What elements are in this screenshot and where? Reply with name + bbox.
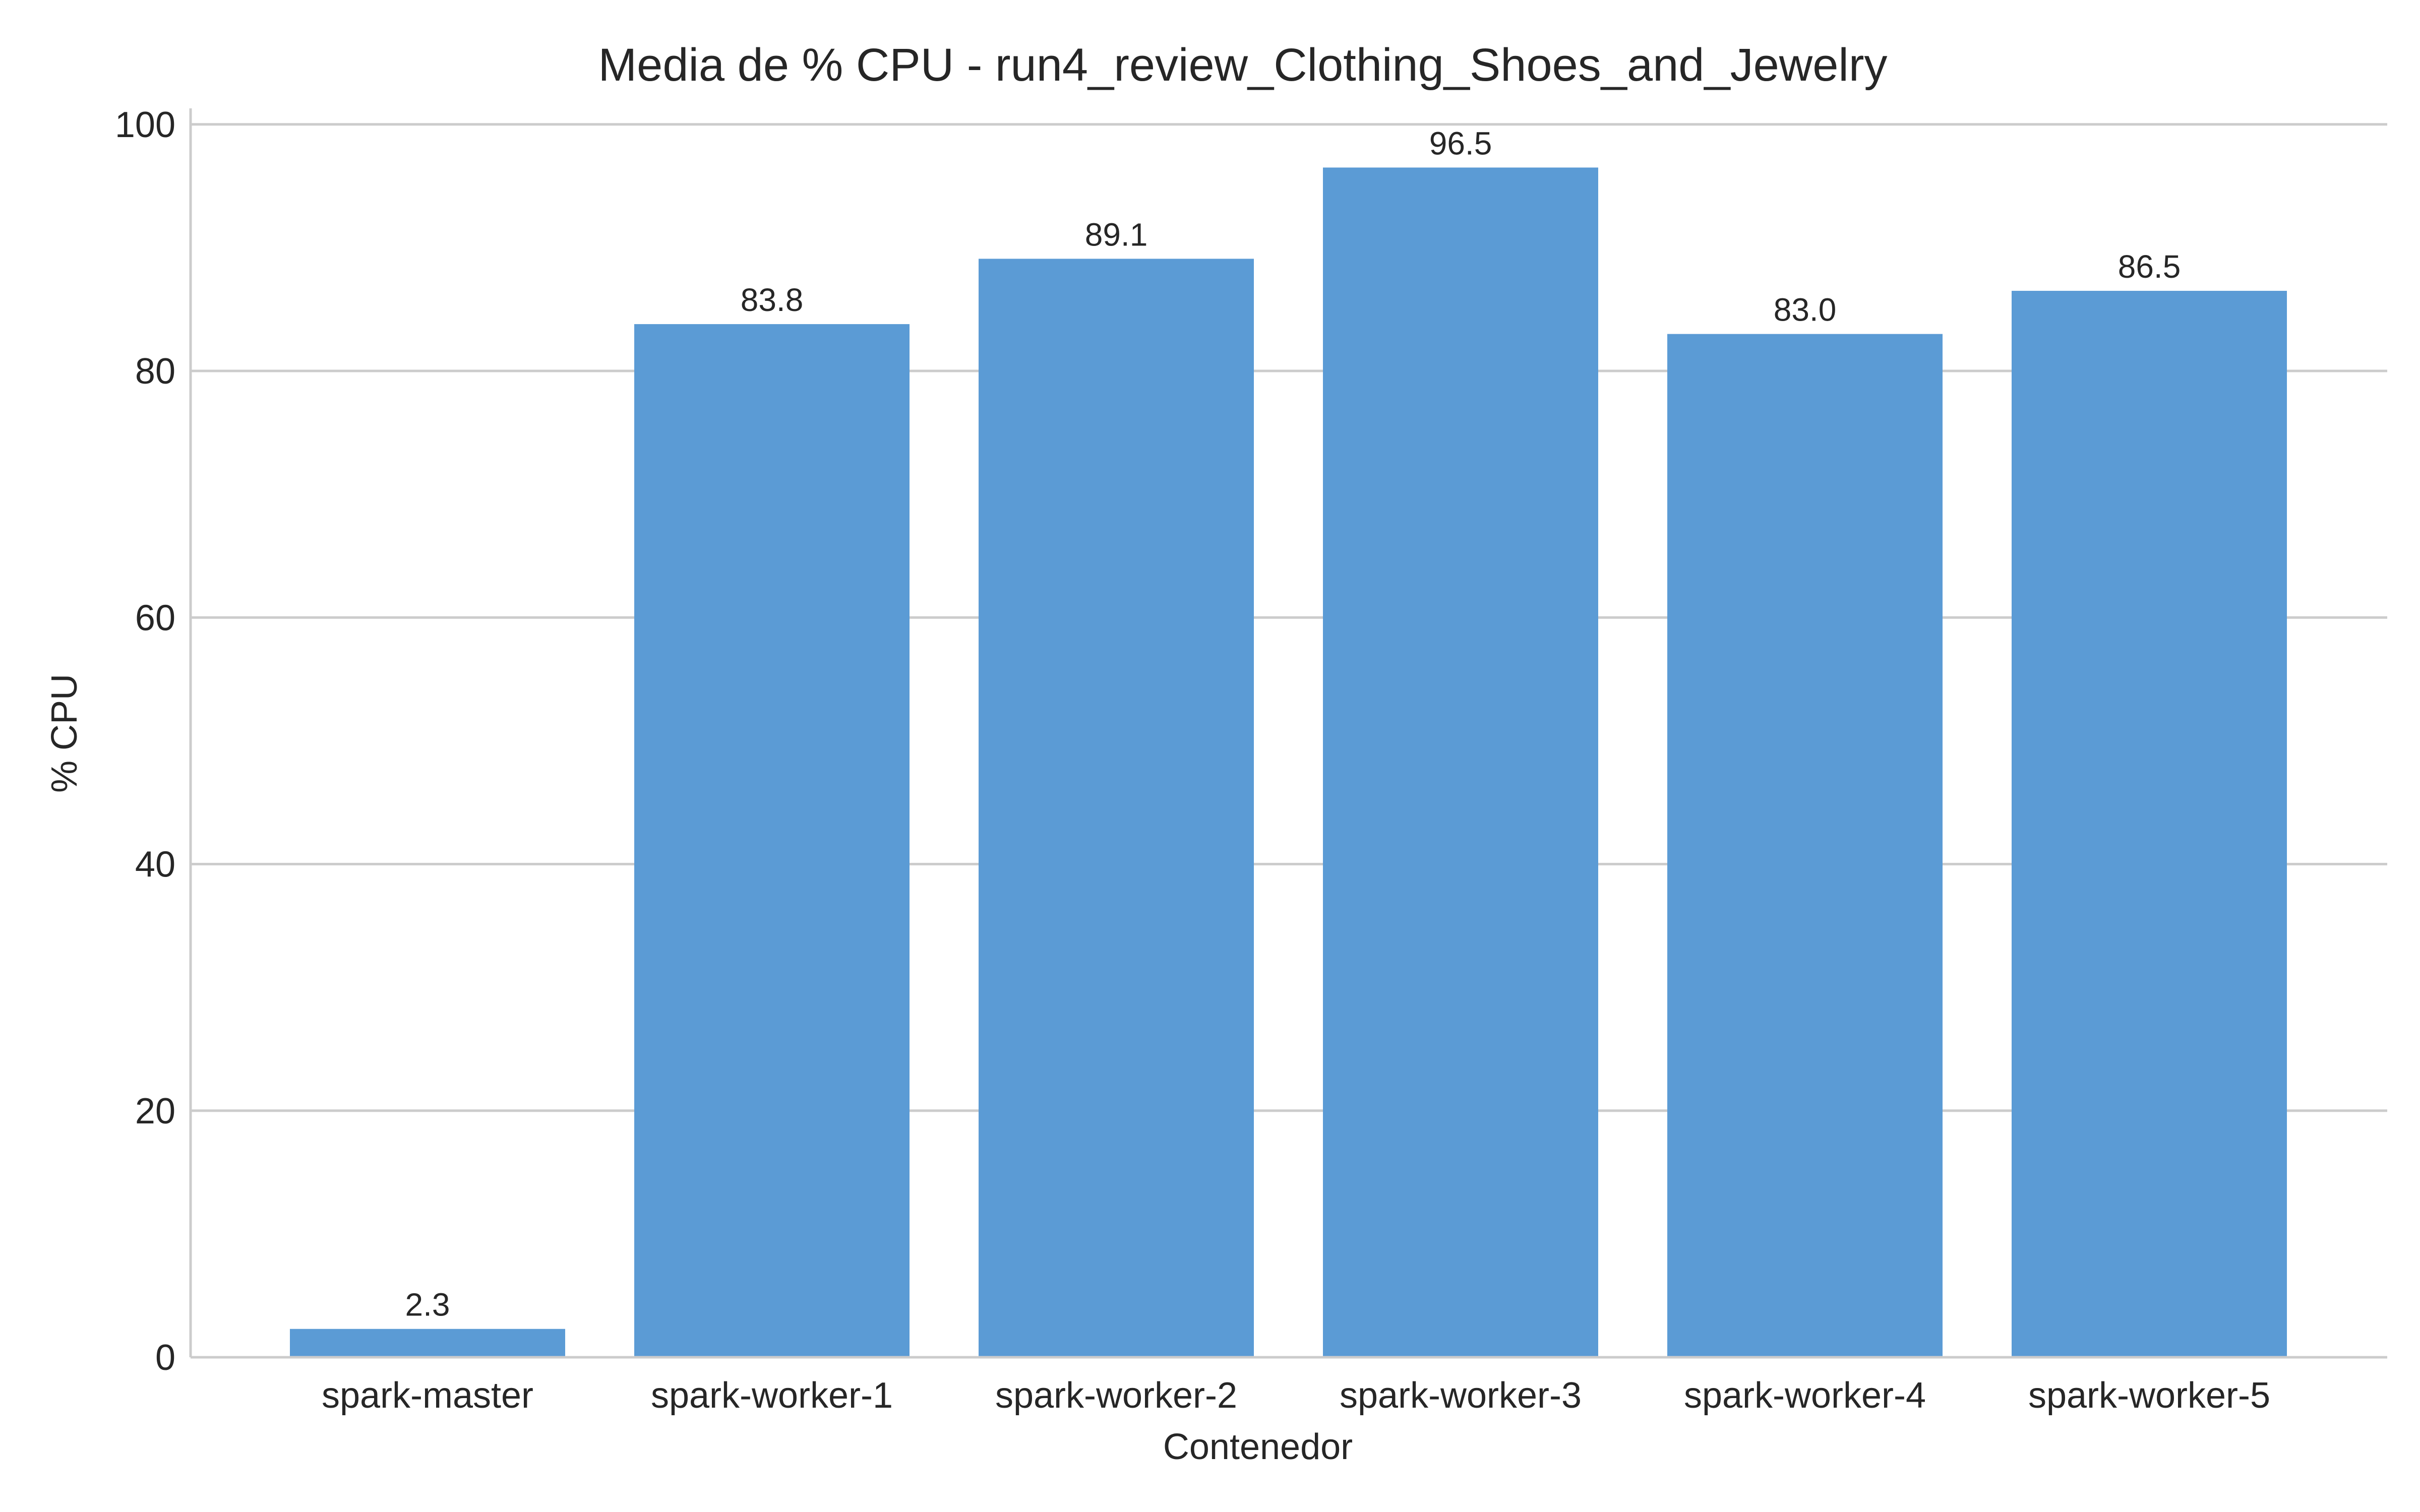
axes <box>189 108 2387 1359</box>
y-tick-label: 0 <box>155 1338 175 1378</box>
y-tick-labels: 0 20 40 60 80 100 <box>115 105 175 1378</box>
bar-value-label: 83.0 <box>1774 292 1837 328</box>
x-tick-label: spark-worker-2 <box>995 1375 1237 1416</box>
x-tick-label: spark-worker-4 <box>1684 1375 1926 1416</box>
y-tick-label: 80 <box>135 351 175 392</box>
bar-value-labels: 2.3 83.8 89.1 96.5 83.0 86.5 <box>405 125 2181 1322</box>
y-tick-label: 40 <box>135 845 175 885</box>
y-tick-label: 100 <box>115 105 175 145</box>
x-tick-label: spark-worker-1 <box>651 1375 893 1416</box>
x-tick-label: spark-worker-5 <box>2028 1375 2270 1416</box>
bars <box>290 167 2287 1358</box>
bar-value-label: 83.8 <box>741 282 804 318</box>
x-axis-label: Contenedor <box>1163 1427 1353 1467</box>
x-tick-label: spark-worker-3 <box>1340 1375 1582 1416</box>
bar-spark-worker-1 <box>634 324 910 1357</box>
bar-spark-worker-3 <box>1323 167 1598 1358</box>
bar-value-label: 2.3 <box>405 1287 450 1323</box>
chart-title: Media de % CPU - run4_review_Clothing_Sh… <box>598 39 1888 91</box>
bar-spark-worker-5 <box>2012 291 2287 1357</box>
x-tick-label: spark-master <box>322 1375 533 1416</box>
bar-spark-master <box>290 1329 565 1357</box>
bar-value-label: 96.5 <box>1429 125 1492 161</box>
bar-spark-worker-4 <box>1667 334 1943 1357</box>
bar-value-label: 86.5 <box>2118 248 2181 285</box>
bar-value-label: 89.1 <box>1085 216 1148 253</box>
y-axis-label: % CPU <box>44 674 85 793</box>
bar-spark-worker-2 <box>979 259 1254 1358</box>
y-tick-label: 60 <box>135 598 175 638</box>
y-tick-label: 20 <box>135 1091 175 1131</box>
x-tick-labels: spark-master spark-worker-1 spark-worker-2… <box>322 1375 2270 1416</box>
